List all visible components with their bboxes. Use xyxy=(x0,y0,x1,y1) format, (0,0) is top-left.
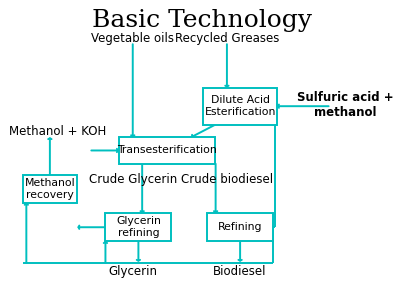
Text: Recycled Greases: Recycled Greases xyxy=(175,32,279,45)
Text: Crude biodiesel: Crude biodiesel xyxy=(181,173,273,187)
Text: Dilute Acid
Esterification: Dilute Acid Esterification xyxy=(204,95,276,117)
Text: Crude Glycerin: Crude Glycerin xyxy=(89,173,177,187)
Text: Biodiesel: Biodiesel xyxy=(213,265,267,278)
Text: Glycerin
refining: Glycerin refining xyxy=(116,216,161,238)
Text: Methanol
recovery: Methanol recovery xyxy=(25,178,75,200)
Text: Sulfuric acid +
methanol: Sulfuric acid + methanol xyxy=(297,91,394,119)
FancyBboxPatch shape xyxy=(207,213,273,241)
FancyBboxPatch shape xyxy=(204,88,277,125)
FancyBboxPatch shape xyxy=(106,213,171,241)
FancyBboxPatch shape xyxy=(23,175,77,203)
Text: Methanol + KOH: Methanol + KOH xyxy=(9,125,106,138)
Text: Glycerin: Glycerin xyxy=(108,265,157,278)
Text: Refining: Refining xyxy=(218,222,262,232)
Text: Transesterification: Transesterification xyxy=(117,145,216,156)
Text: Vegetable oils: Vegetable oils xyxy=(91,32,174,45)
FancyBboxPatch shape xyxy=(118,137,215,164)
Text: Basic Technology: Basic Technology xyxy=(92,9,312,32)
